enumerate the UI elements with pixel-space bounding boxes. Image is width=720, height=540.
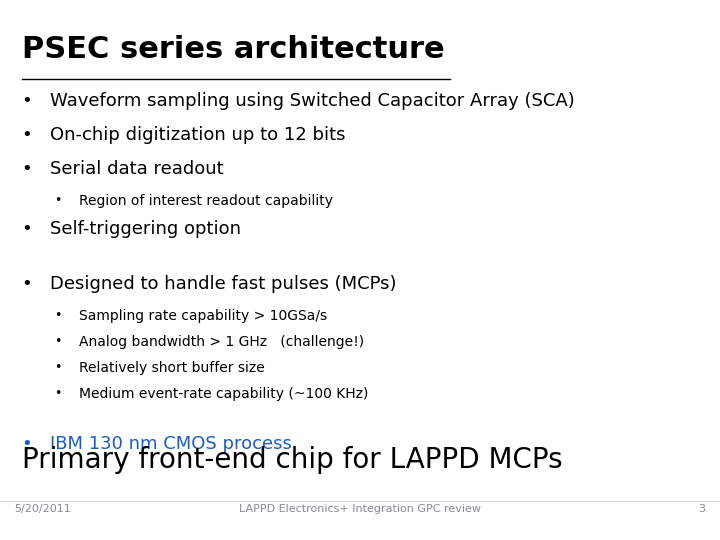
Text: Relatively short buffer size: Relatively short buffer size	[79, 361, 265, 375]
Text: •: •	[54, 387, 61, 400]
Text: •: •	[54, 194, 61, 207]
Text: •: •	[22, 126, 32, 144]
Text: On-chip digitization up to 12 bits: On-chip digitization up to 12 bits	[50, 126, 346, 144]
Text: 5/20/2011: 5/20/2011	[14, 504, 71, 514]
Text: LAPPD Electronics+ Integration GPC review: LAPPD Electronics+ Integration GPC revie…	[239, 504, 481, 514]
Text: PSEC series architecture: PSEC series architecture	[22, 35, 444, 64]
Text: •: •	[54, 335, 61, 348]
Text: Primary front-end chip for LAPPD MCPs: Primary front-end chip for LAPPD MCPs	[22, 446, 562, 474]
Text: Self-triggering option: Self-triggering option	[50, 220, 241, 238]
Text: IBM 130 nm CMOS process: IBM 130 nm CMOS process	[50, 435, 292, 453]
Text: Designed to handle fast pulses (MCPs): Designed to handle fast pulses (MCPs)	[50, 275, 397, 293]
Text: Medium event-rate capability (~100 KHz): Medium event-rate capability (~100 KHz)	[79, 387, 369, 401]
Text: 3: 3	[698, 504, 706, 514]
Text: Sampling rate capability > 10GSa/s: Sampling rate capability > 10GSa/s	[79, 309, 328, 323]
Text: Serial data readout: Serial data readout	[50, 160, 224, 178]
Text: •: •	[22, 435, 32, 453]
Text: •: •	[22, 220, 32, 238]
Text: •: •	[54, 361, 61, 374]
Text: Analog bandwidth > 1 GHz   (challenge!): Analog bandwidth > 1 GHz (challenge!)	[79, 335, 364, 349]
Text: •: •	[22, 275, 32, 293]
Text: •: •	[22, 160, 32, 178]
Text: •: •	[22, 92, 32, 110]
Text: •: •	[54, 309, 61, 322]
Text: Region of interest readout capability: Region of interest readout capability	[79, 194, 333, 208]
Text: Waveform sampling using Switched Capacitor Array (SCA): Waveform sampling using Switched Capacit…	[50, 92, 575, 110]
